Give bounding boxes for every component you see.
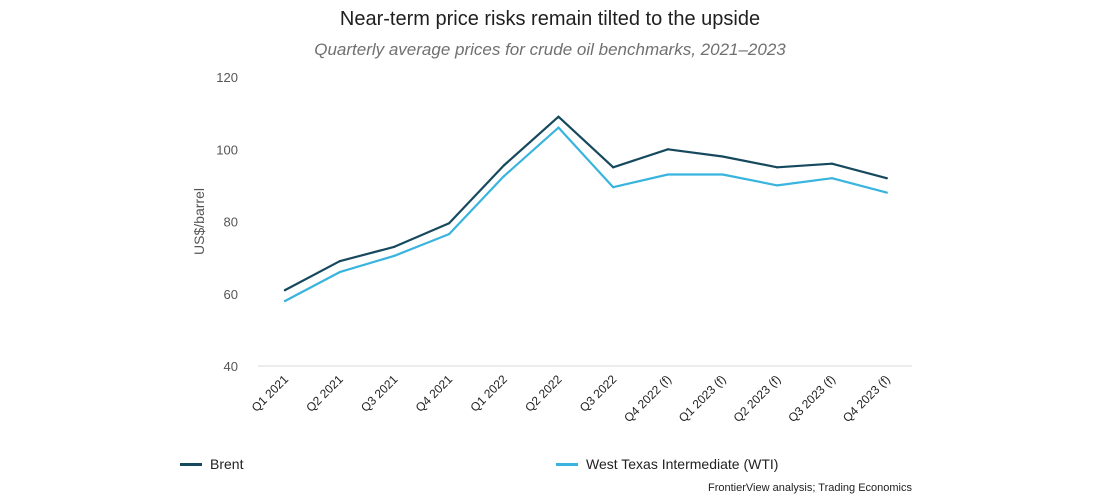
data-point-wti xyxy=(448,233,451,236)
data-point-wti xyxy=(885,191,888,194)
y-tick-label: 100 xyxy=(216,142,238,157)
x-tick-label: Q1 2022 xyxy=(467,372,510,415)
y-tick-label: 60 xyxy=(224,287,238,302)
data-point-wti xyxy=(776,184,779,187)
source-note: FrontierView analysis; Trading Economics xyxy=(708,482,912,494)
y-tick-label: 40 xyxy=(224,359,238,374)
x-tick-label: Q3 2022 xyxy=(577,372,620,415)
data-point-wti xyxy=(502,175,505,178)
x-tick-label: Q4 2021 xyxy=(413,372,456,415)
data-point-brent xyxy=(448,222,451,225)
x-tick-label: Q2 2023 (f) xyxy=(731,372,784,425)
data-point-brent xyxy=(393,245,396,248)
data-point-brent xyxy=(776,166,779,169)
data-point-brent xyxy=(830,162,834,165)
x-tick-label: Q1 2021 xyxy=(249,372,292,415)
data-point-brent xyxy=(283,289,287,292)
data-point-wti xyxy=(338,270,341,274)
data-point-wti xyxy=(666,173,670,176)
legend-item-wti: West Texas Intermediate (WTI) xyxy=(556,456,778,472)
x-tick-label: Q2 2021 xyxy=(303,372,346,415)
data-point-brent xyxy=(338,260,341,263)
data-point-wti xyxy=(283,299,287,303)
y-tick-label: 80 xyxy=(224,215,238,230)
data-point-brent xyxy=(666,148,670,151)
x-tick-label: Q2 2022 xyxy=(522,372,565,415)
data-point-brent xyxy=(721,155,724,158)
data-point-wti xyxy=(830,177,834,180)
legend-label-brent: Brent xyxy=(210,456,244,472)
data-point-wti xyxy=(557,126,560,129)
data-point-wti xyxy=(721,173,724,176)
data-point-wti xyxy=(612,186,615,189)
chart-subtitle: Quarterly average prices for crude oil b… xyxy=(314,40,786,59)
data-point-brent xyxy=(612,166,615,169)
data-point-brent xyxy=(885,177,888,180)
series-line-brent xyxy=(283,115,888,292)
x-tick-label: Q3 2021 xyxy=(358,372,401,415)
legend-item-brent: Brent xyxy=(180,456,243,472)
data-point-brent xyxy=(557,115,560,118)
x-tick-label: Q3 2023 (f) xyxy=(785,372,838,425)
x-tick-label: Q4 2023 (f) xyxy=(840,372,893,425)
x-tick-label: Q4 2022 (f) xyxy=(621,372,674,425)
data-point-wti xyxy=(393,254,396,257)
legend-swatch-wti xyxy=(556,462,578,466)
y-tick-label: 120 xyxy=(216,70,238,85)
x-tick-label: Q1 2023 (f) xyxy=(676,372,729,425)
series-line-wti xyxy=(283,126,888,303)
chart-title: Near-term price risks remain tilted to t… xyxy=(339,8,761,30)
legend-label-wti: West Texas Intermediate (WTI) xyxy=(586,456,779,472)
data-point-brent xyxy=(502,164,505,167)
legend-swatch-brent xyxy=(180,462,202,466)
y-axis-label: US$/barrel xyxy=(191,188,207,255)
